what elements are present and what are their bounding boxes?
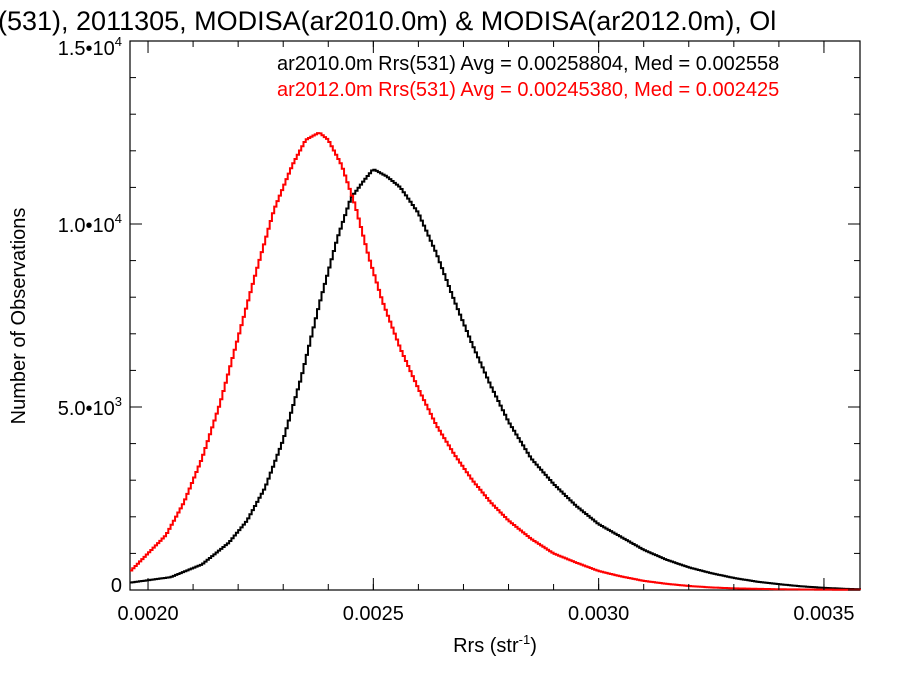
series-layer	[130, 132, 861, 591]
plot-area	[129, 40, 861, 591]
y-tick-exponent: 4	[115, 211, 122, 226]
y-tick-exponent: 3	[115, 394, 122, 409]
x-tick-label: 0.0035	[793, 603, 854, 625]
legend-entry-ar2010: ar2010.0m Rrs(531) Avg = 0.00258804, Med…	[277, 53, 779, 75]
x-axis: 0.0020 0.0025 0.0030 0.0035	[117, 41, 855, 625]
x-tick-label: 0.0025	[343, 603, 404, 625]
series-line-ar2012	[130, 132, 861, 591]
y-tick-mantissa: 1.0•10	[58, 215, 115, 237]
y-tick-label: 5.0•103	[58, 394, 122, 420]
y-tick-label: 1.5•104	[58, 34, 122, 60]
y-tick-mantissa: 1.5•10	[58, 38, 115, 60]
y-tick-label: 0	[111, 575, 122, 597]
legend: ar2010.0m Rrs(531) Avg = 0.00258804, Med…	[277, 53, 779, 101]
y-tick-label: 1.0•104	[58, 211, 122, 237]
x-tick-label: 0.0030	[568, 603, 629, 625]
y-axis-label: Number of Observations	[8, 208, 30, 425]
x-axis-label-close: )	[530, 635, 537, 657]
x-axis-label: Rrs (str-1)	[453, 632, 537, 657]
x-tick-label: 0.0020	[117, 603, 178, 625]
legend-entry-ar2012: ar2012.0m Rrs(531) Avg = 0.00245380, Med…	[277, 79, 779, 101]
x-axis-label-exponent: -1	[519, 632, 531, 647]
series-line-ar2010	[130, 168, 861, 591]
y-tick-mantissa: 0	[111, 575, 122, 597]
y-tick-exponent: 4	[115, 34, 122, 49]
x-axis-label-text: Rrs (str	[453, 635, 519, 657]
y-tick-mantissa: 5.0•10	[58, 398, 115, 420]
plot-frame	[129, 40, 861, 591]
chart-title: (531), 2011305, MODISA(ar2010.0m) & MODI…	[0, 6, 776, 36]
